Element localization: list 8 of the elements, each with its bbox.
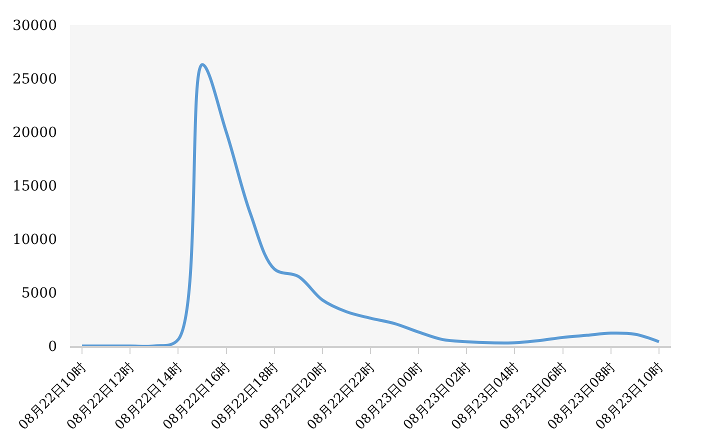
y-tick-label: 10000	[12, 232, 57, 248]
y-tick-label: 20000	[12, 124, 57, 141]
y-tick-label: 25000	[12, 71, 57, 88]
y-tick-label: 15000	[12, 178, 57, 194]
y-tick-label: 0	[48, 338, 57, 355]
y-tick-label: 30000	[12, 18, 57, 34]
line-series	[80, 63, 660, 346]
y-tick-label: 5000	[21, 285, 57, 302]
